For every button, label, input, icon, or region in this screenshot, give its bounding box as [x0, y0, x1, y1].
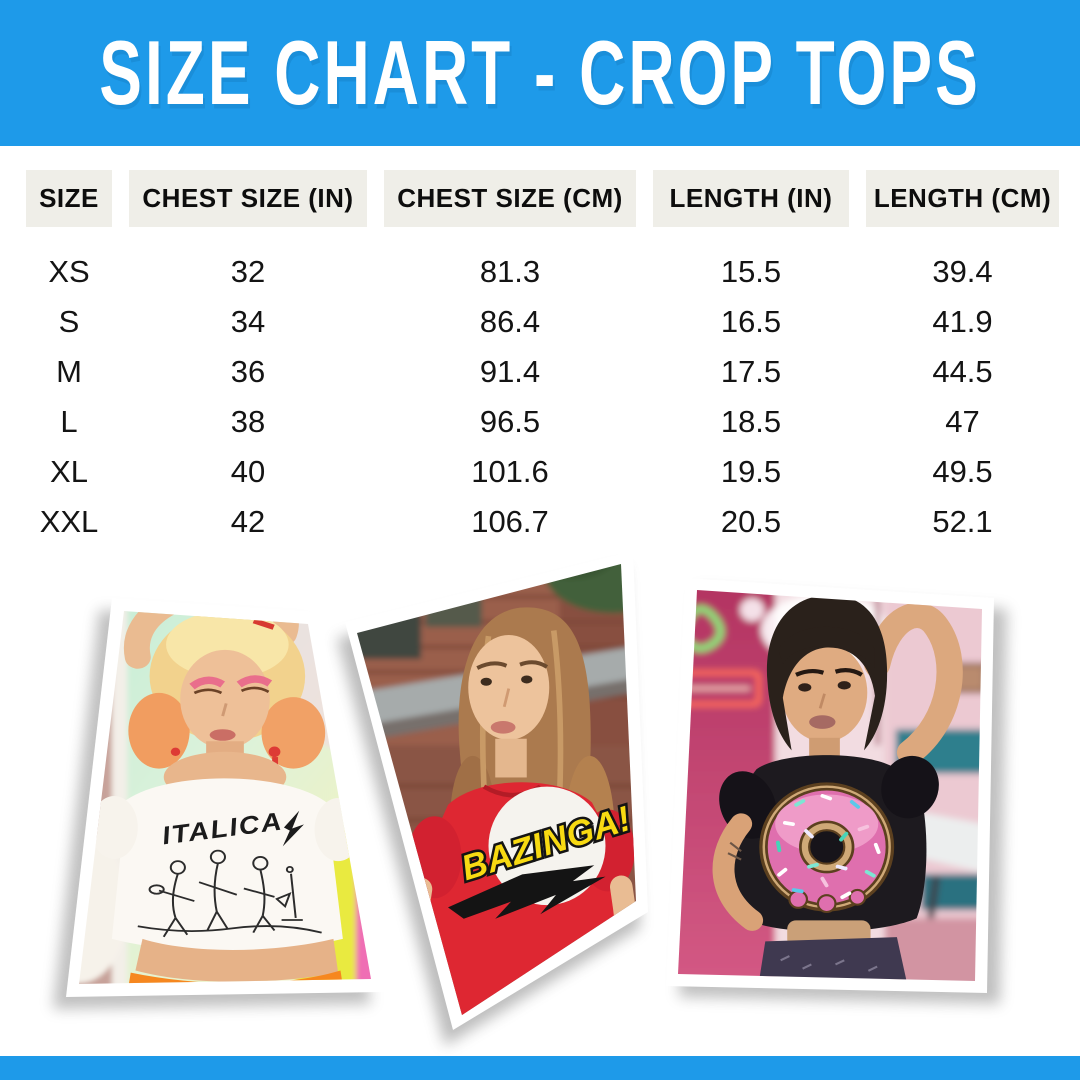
- model-left: ITALICA: [90, 589, 362, 984]
- photo-shadow: [337, 567, 640, 1046]
- photo-frame: [66, 598, 384, 997]
- model-middle: BAZINGA!: [401, 607, 636, 1015]
- column-header-length-cm: LENGTH (CM): [866, 170, 1059, 227]
- tattoo: [727, 841, 742, 861]
- cell-length-cm: 49.5: [932, 454, 993, 489]
- cell-chest-in: 38: [230, 404, 266, 439]
- earring: [268, 746, 281, 758]
- size-table-header: SIZE CHEST SIZE (IN) CHEST SIZE (CM) LEN…: [26, 170, 1059, 227]
- photo-right-donut: [666, 578, 1007, 1004]
- photo-shadow: [679, 589, 1007, 1004]
- red-crop-top: [427, 782, 617, 1015]
- yellow-scrunchie: [233, 589, 254, 608]
- lightning-streak: [448, 865, 606, 919]
- cell-chest-in: 42: [230, 504, 266, 539]
- photo-middle-bazinga: BAZINGA!: [337, 551, 648, 1046]
- bottom-accent-bar: [0, 1056, 1080, 1080]
- cell-chest-in: 36: [230, 354, 266, 389]
- hair: [149, 611, 306, 742]
- cell-chest-cm: 96.5: [479, 404, 541, 439]
- cell-chest-cm: 101.6: [471, 454, 549, 489]
- earring: [170, 747, 181, 756]
- cell-size: S: [58, 304, 80, 339]
- face: [468, 635, 550, 740]
- midriff: [787, 920, 871, 948]
- cell-size: XS: [48, 254, 90, 289]
- face: [781, 643, 868, 742]
- cell-length-cm: 39.4: [932, 254, 993, 289]
- table-row: M 36 91.4 17.5 44.5: [26, 347, 1059, 397]
- column-header-chest-cm: CHEST SIZE (CM): [384, 170, 636, 227]
- cell-length-cm: 52.1: [932, 504, 993, 539]
- photo-frame: [666, 578, 994, 993]
- table-row: S 34 86.4 16.5 41.9: [26, 297, 1059, 347]
- cell-chest-cm: 86.4: [479, 304, 541, 339]
- table-row: XS 32 81.3 15.5 39.4: [26, 247, 1059, 297]
- table-row: XL 40 101.6 19.5 49.5: [26, 447, 1059, 497]
- column-header-size: SIZE: [26, 170, 112, 227]
- arm: [401, 877, 433, 1015]
- size-table-body: XS 32 81.3 15.5 39.4 S 34 86.4 16.5 41.9…: [26, 247, 1059, 547]
- raised-arm: [864, 602, 963, 766]
- orange-skirt: [126, 970, 346, 984]
- black-crop-top: [732, 755, 927, 932]
- donut-graphic: [759, 782, 895, 914]
- raised-arm: [123, 611, 299, 669]
- cell-size: XL: [50, 454, 88, 489]
- cell-size: XXL: [39, 504, 99, 539]
- cell-length-in: 20.5: [720, 504, 782, 539]
- logo-lightning-tail: [282, 810, 304, 847]
- arm: [610, 875, 636, 1015]
- cell-chest-in: 40: [230, 454, 266, 489]
- hair-clip: [252, 618, 275, 630]
- photo-left-italica: ITALICA: [53, 589, 384, 1009]
- table-row: XXL 42 106.7 20.5 52.1: [26, 497, 1059, 547]
- cell-length-cm: 47: [945, 404, 980, 439]
- midriff: [135, 938, 339, 982]
- cell-chest-cm: 91.4: [479, 354, 541, 389]
- sprinkles: [775, 793, 881, 900]
- cell-length-in: 18.5: [720, 404, 782, 439]
- photo-frame: [345, 551, 648, 1030]
- cell-length-in: 17.5: [720, 354, 782, 389]
- cell-length-in: 19.5: [720, 454, 782, 489]
- hair: [458, 607, 591, 893]
- cell-chest-cm: 106.7: [471, 504, 549, 539]
- hair: [766, 594, 888, 751]
- size-table: SIZE CHEST SIZE (IN) CHEST SIZE (CM) LEN…: [26, 170, 1059, 547]
- photo-shadow: [53, 610, 371, 1009]
- brick-background: [357, 564, 636, 1015]
- bazinga-text: BAZINGA!: [457, 799, 636, 888]
- cell-length-in: 16.5: [720, 304, 782, 339]
- cell-length-cm: 41.9: [932, 304, 993, 339]
- cell-size: M: [56, 354, 82, 389]
- italica-text: ITALICA: [160, 807, 285, 850]
- iron-fence: [357, 886, 422, 1015]
- arm-on-hip: [712, 813, 764, 931]
- cell-chest-cm: 81.3: [479, 254, 541, 289]
- table-row: L 38 96.5 18.5 47: [26, 397, 1059, 447]
- column-header-length-in: LENGTH (IN): [653, 170, 849, 227]
- cell-chest-in: 32: [230, 254, 266, 289]
- face: [180, 649, 270, 749]
- title-banner: SIZE CHART - CROP TOPS: [0, 0, 1080, 146]
- neon-sign: [678, 598, 765, 707]
- model-right: [712, 594, 963, 981]
- page-title: SIZE CHART - CROP TOPS: [99, 21, 981, 125]
- diner-background: [678, 590, 982, 981]
- cell-size: L: [60, 404, 78, 439]
- studio-background: [79, 611, 371, 984]
- cell-length-in: 15.5: [720, 254, 782, 289]
- bazinga-graphic: BAZINGA!: [448, 786, 636, 919]
- cell-chest-in: 34: [230, 304, 266, 339]
- cell-length-cm: 44.5: [932, 354, 993, 389]
- patterned-bottoms: [756, 937, 911, 981]
- band-doodle: [137, 849, 322, 938]
- column-header-chest-in: CHEST SIZE (IN): [129, 170, 367, 227]
- white-crop-top: [111, 778, 343, 952]
